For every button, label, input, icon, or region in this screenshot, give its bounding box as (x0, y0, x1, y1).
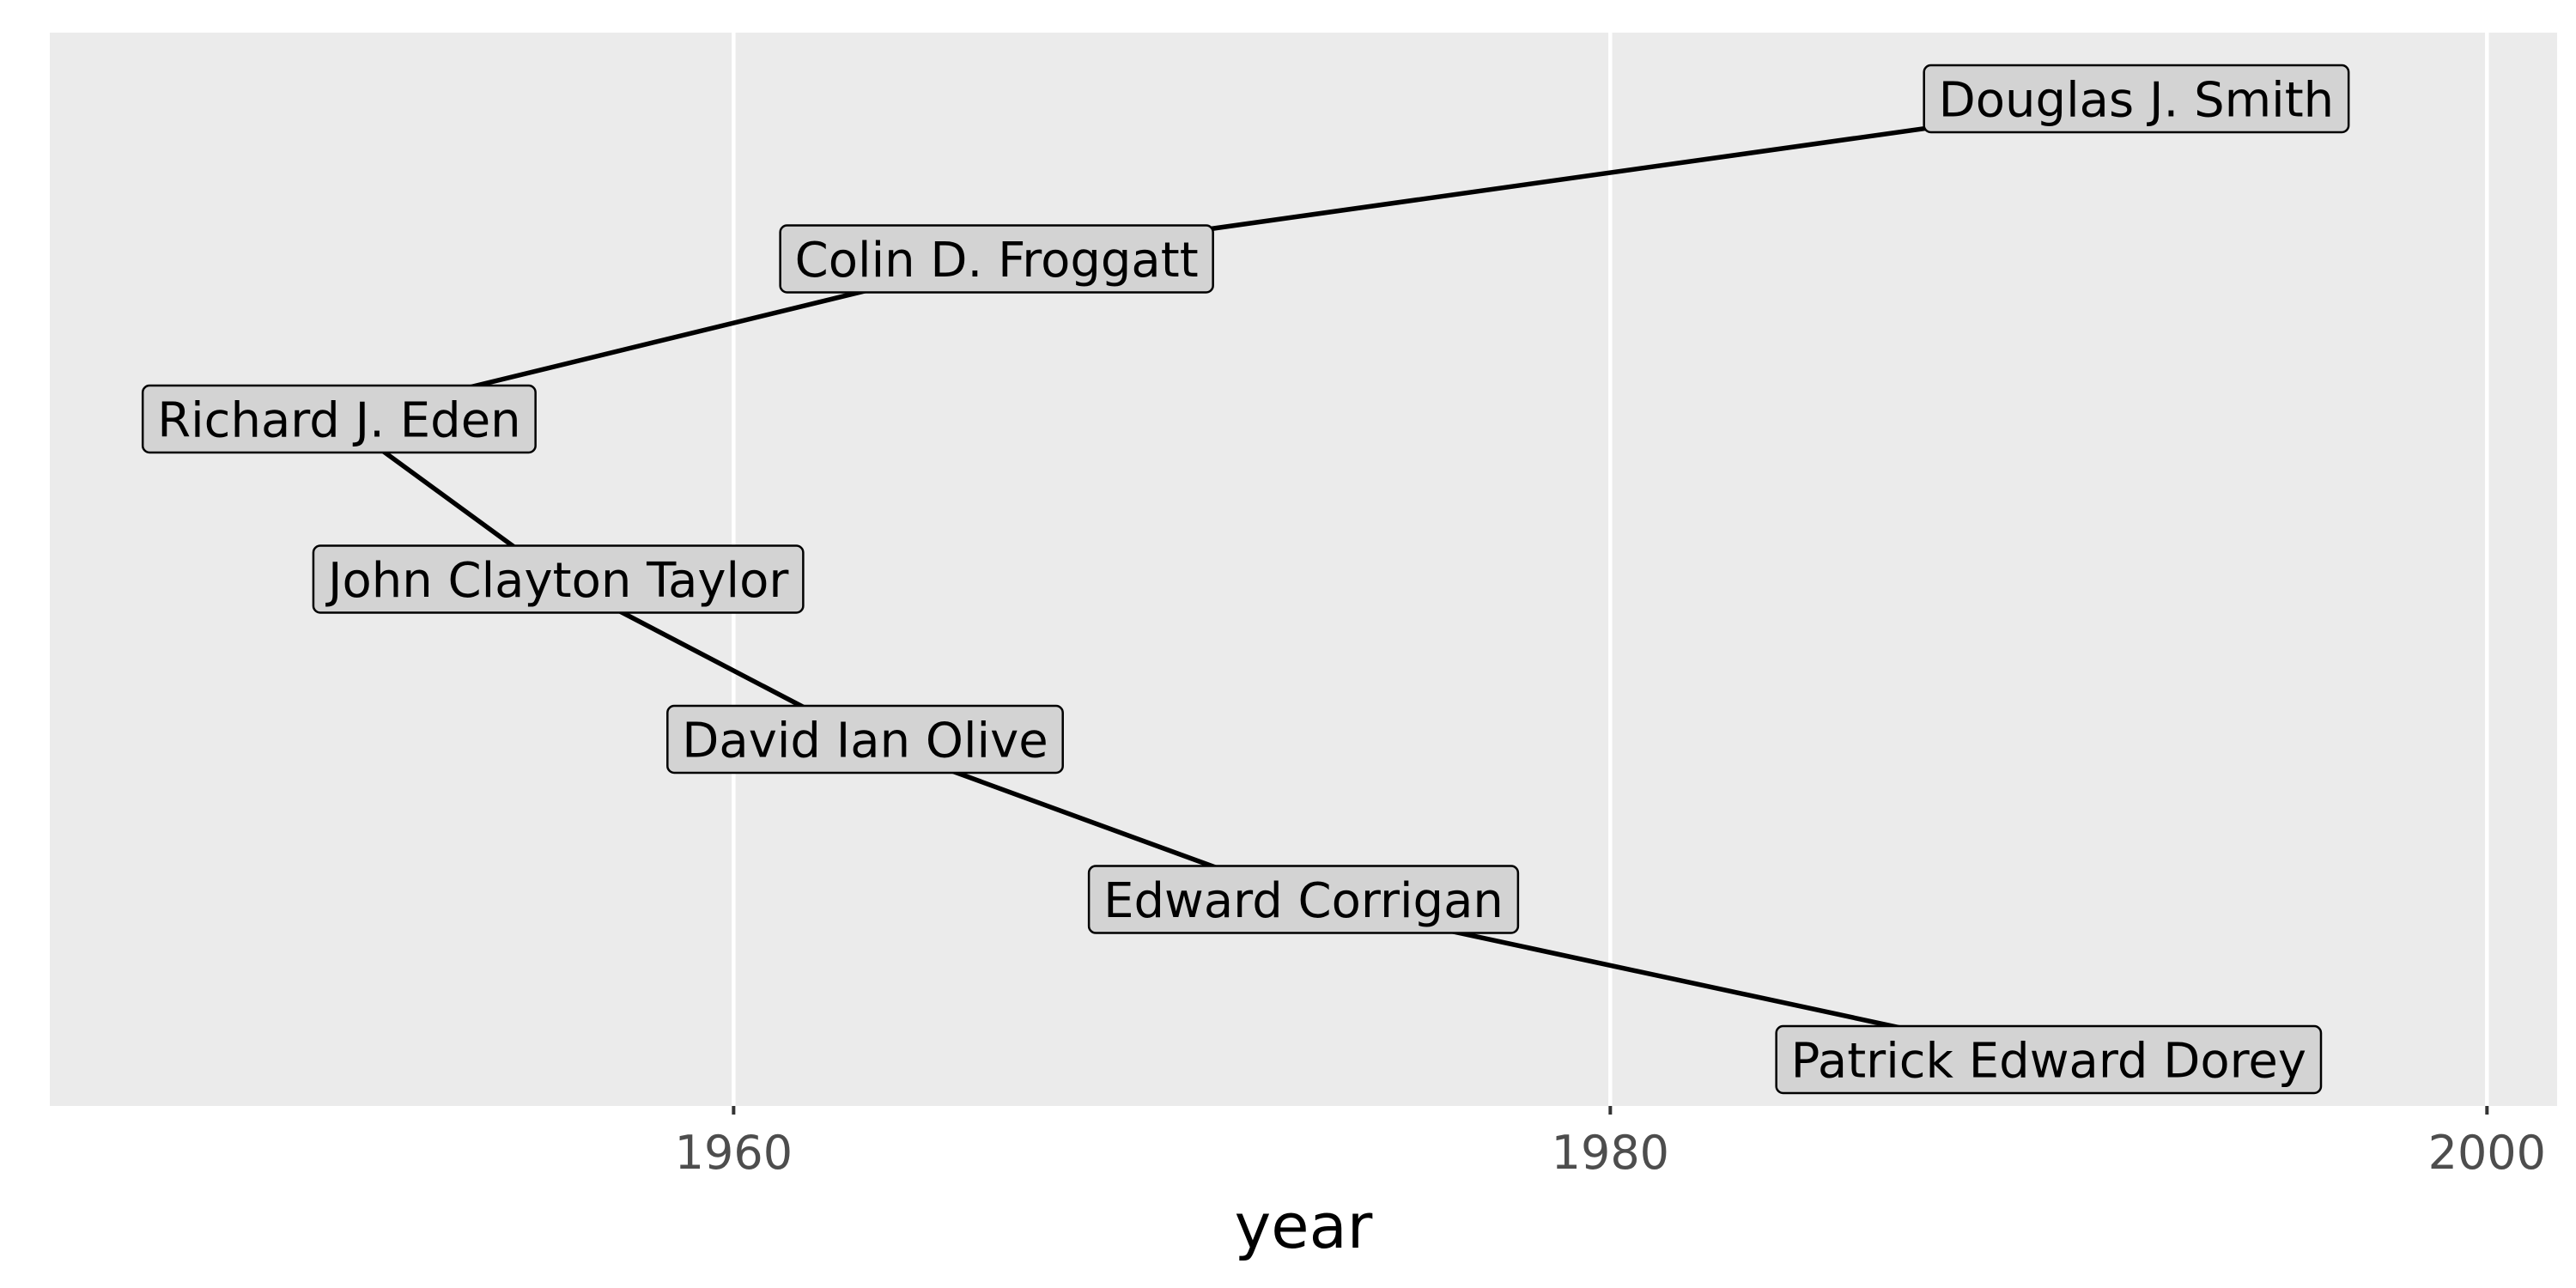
point-label-box (312, 544, 805, 614)
x-axis: 1960 1980 2000 (675, 1106, 2546, 1180)
point-label: Edward Corrigan (1087, 865, 1520, 934)
point-label: Colin D. Froggatt (779, 224, 1214, 294)
point-label: Richard J. Eden (141, 384, 537, 454)
x-tick-label: 1960 (675, 1126, 793, 1180)
point-label-box (1775, 1024, 2323, 1095)
point-label-box (1923, 64, 2350, 134)
point-label: Patrick Edward Dorey (1775, 1024, 2323, 1095)
point-label-box (141, 384, 537, 454)
point-label-text: Douglas J. Smith (1939, 73, 2335, 129)
point-label-box (779, 224, 1214, 294)
point-label-text: Colin D. Froggatt (795, 233, 1199, 289)
point-label: David Ian Olive (666, 704, 1064, 775)
point-label-text: Patrick Edward Dorey (1791, 1034, 2306, 1090)
point-label-box (666, 704, 1064, 775)
point-label-text: John Clayton Taylor (325, 553, 789, 609)
x-tick-label: 2000 (2428, 1126, 2546, 1180)
label-layer: Douglas J. Smith Colin D. Froggatt Richard… (141, 64, 2350, 1095)
point-label-box (1087, 865, 1520, 934)
point-label: John Clayton Taylor (312, 544, 805, 614)
x-axis-title: year (1235, 1190, 1373, 1262)
point-label: Douglas J. Smith (1923, 64, 2350, 134)
point-label-text: Edward Corrigan (1103, 873, 1504, 929)
point-label-text: Richard J. Eden (157, 393, 520, 449)
x-tick-label: 1980 (1552, 1126, 1669, 1180)
point-label-text: David Ian Olive (682, 714, 1048, 769)
